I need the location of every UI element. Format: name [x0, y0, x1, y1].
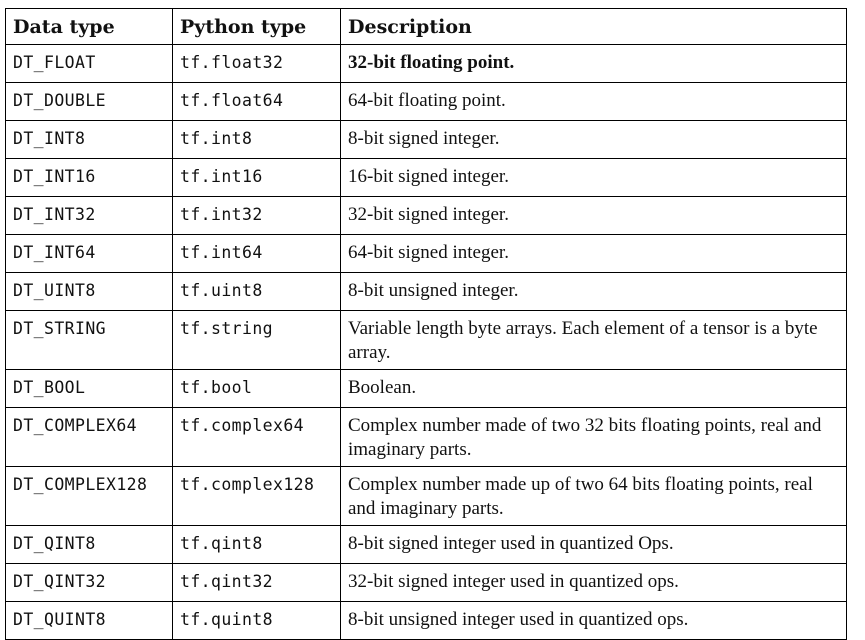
cell-data-type: DT_INT32: [5, 196, 173, 235]
header-python-type: Python type: [172, 8, 341, 45]
cell-python-type: tf.float64: [172, 82, 341, 121]
cell-description: 32-bit signed integer used in quantized …: [340, 563, 847, 602]
cell-python-type: tf.bool: [172, 369, 341, 408]
table-row: DT_QUINT8 tf.quint8 8-bit unsigned integer…: [5, 601, 847, 640]
table-row: DT_COMPLEX128 tf.complex128 Complex number…: [5, 466, 847, 526]
table-row: DT_INT32 tf.int32 32-bit signed integer.: [5, 196, 847, 235]
table-row: DT_FLOAT tf.float32 32-bit floating point.: [5, 44, 847, 83]
cell-description: 8-bit unsigned integer used in quantized…: [340, 601, 847, 640]
cell-python-type: tf.int8: [172, 120, 341, 159]
cell-data-type: DT_BOOL: [5, 369, 173, 408]
cell-data-type: DT_INT8: [5, 120, 173, 159]
cell-description: Variable length byte arrays. Each elemen…: [340, 310, 847, 370]
header-data-type: Data type: [5, 8, 173, 45]
table-header-row: Data type Python type Description: [5, 8, 847, 45]
cell-description: 8-bit unsigned integer.: [340, 272, 847, 311]
cell-python-type: tf.int16: [172, 158, 341, 197]
cell-python-type: tf.uint8: [172, 272, 341, 311]
cell-data-type: DT_QUINT8: [5, 601, 173, 640]
table-body: DT_FLOAT tf.float32 32-bit floating point.…: [5, 44, 847, 640]
table-row: DT_INT16 tf.int16 16-bit signed integer.: [5, 158, 847, 197]
cell-data-type: DT_UINT8: [5, 272, 173, 311]
cell-python-type: tf.string: [172, 310, 341, 370]
cell-description: 64-bit floating point.: [340, 82, 847, 121]
table-row: DT_INT8 tf.int8 8-bit signed integer.: [5, 120, 847, 159]
cell-data-type: DT_STRING: [5, 310, 173, 370]
cell-description: 8-bit signed integer used in quantized O…: [340, 525, 847, 564]
cell-python-type: tf.float32: [172, 44, 341, 83]
cell-data-type: DT_QINT8: [5, 525, 173, 564]
table-row: DT_COMPLEX64 tf.complex64 Complex number m…: [5, 407, 847, 467]
table-row: DT_STRING tf.string Variable length byte a…: [5, 310, 847, 370]
cell-data-type: DT_COMPLEX64: [5, 407, 173, 467]
cell-data-type: DT_FLOAT: [5, 44, 173, 83]
cell-data-type: DT_INT64: [5, 234, 173, 273]
cell-python-type: tf.qint32: [172, 563, 341, 602]
cell-python-type: tf.int32: [172, 196, 341, 235]
cell-python-type: tf.qint8: [172, 525, 341, 564]
data-type-table: Data type Python type Description DT_FLO…: [5, 8, 847, 640]
cell-description: 32-bit floating point.: [340, 44, 847, 83]
cell-data-type: DT_DOUBLE: [5, 82, 173, 121]
cell-description: Complex number made of two 32 bits float…: [340, 407, 847, 467]
table-row: DT_BOOL tf.bool Boolean.: [5, 369, 847, 408]
table-row: DT_DOUBLE tf.float64 64-bit floating point…: [5, 82, 847, 121]
cell-python-type: tf.complex128: [172, 466, 341, 526]
table-row: DT_QINT32 tf.qint32 32-bit signed integer …: [5, 563, 847, 602]
cell-description: Complex number made up of two 64 bits fl…: [340, 466, 847, 526]
table-row: DT_UINT8 tf.uint8 8-bit unsigned integer.: [5, 272, 847, 311]
cell-python-type: tf.complex64: [172, 407, 341, 467]
cell-data-type: DT_INT16: [5, 158, 173, 197]
cell-python-type: tf.quint8: [172, 601, 341, 640]
cell-python-type: tf.int64: [172, 234, 341, 273]
cell-description: 8-bit signed integer.: [340, 120, 847, 159]
header-description: Description: [340, 8, 847, 45]
cell-description: 16-bit signed integer.: [340, 158, 847, 197]
data-type-table-container: Data type Python type Description DT_FLO…: [5, 8, 847, 640]
cell-data-type: DT_COMPLEX128: [5, 466, 173, 526]
cell-description: Boolean.: [340, 369, 847, 408]
cell-data-type: DT_QINT32: [5, 563, 173, 602]
cell-description: 64-bit signed integer.: [340, 234, 847, 273]
table-row: DT_QINT8 tf.qint8 8-bit signed integer use…: [5, 525, 847, 564]
cell-description: 32-bit signed integer.: [340, 196, 847, 235]
table-row: DT_INT64 tf.int64 64-bit signed integer.: [5, 234, 847, 273]
